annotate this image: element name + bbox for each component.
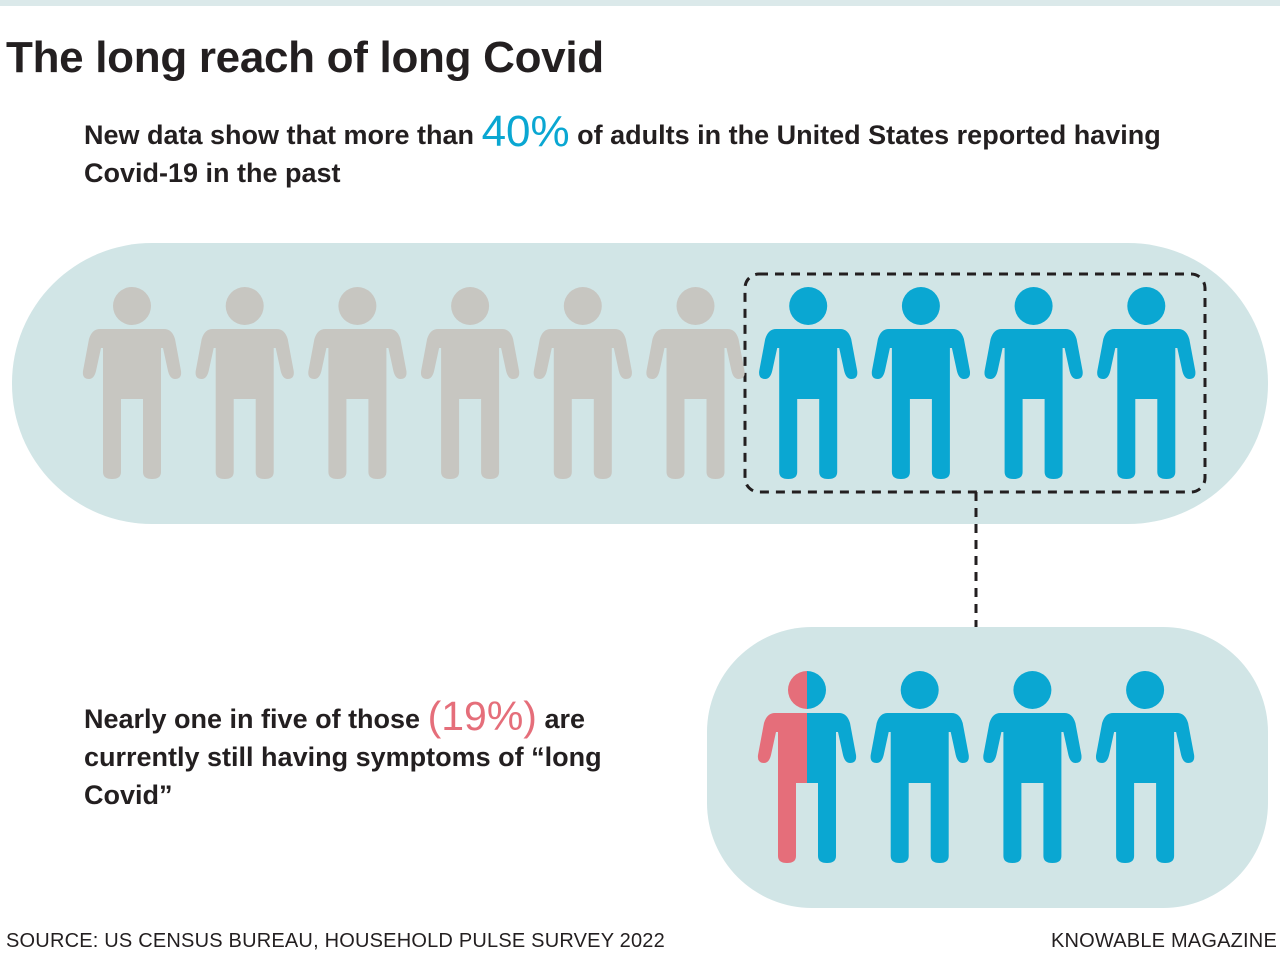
source-note: SOURCE: US CENSUS BUREAU, HOUSEHOLD PULS… [6, 930, 665, 952]
subtitle-text-end: of adults in the United States reported … [84, 120, 1161, 188]
top-rule [0, 0, 1280, 6]
person-icon [195, 287, 294, 479]
person-icon [646, 287, 745, 479]
person-icon [1097, 287, 1196, 479]
person-icon [870, 671, 969, 863]
subtitle-text-start: New data show that more than [84, 120, 482, 150]
note-text-start: Nearly one in five of those [84, 704, 428, 734]
person-icon [871, 287, 971, 479]
chart-title: The long reach of long Covid [6, 33, 604, 82]
person-icon [757, 671, 857, 863]
person-icon [82, 287, 182, 479]
note-text-end: are currently still having symptoms of “… [84, 704, 602, 810]
person-icon [308, 287, 407, 479]
long-covid-note: Nearly one in five of those (19%) are cu… [84, 696, 684, 814]
person-icon [983, 671, 1082, 863]
person-icon [420, 287, 520, 479]
adults-icon-row [82, 287, 1196, 479]
highlight-40-percent: 40% [481, 107, 570, 156]
person-icon [1095, 671, 1195, 863]
person-icon [984, 287, 1083, 479]
adults-panel [12, 243, 1268, 524]
subtitle: New data show that more than 40% of adul… [84, 110, 1234, 192]
publisher-credit: KNOWABLE MAGAZINE [1050, 930, 1277, 952]
person-icon [533, 287, 632, 479]
highlight-19-percent: (19%) [427, 693, 537, 739]
person-icon [759, 287, 858, 479]
covid-icon-row [757, 671, 1195, 863]
